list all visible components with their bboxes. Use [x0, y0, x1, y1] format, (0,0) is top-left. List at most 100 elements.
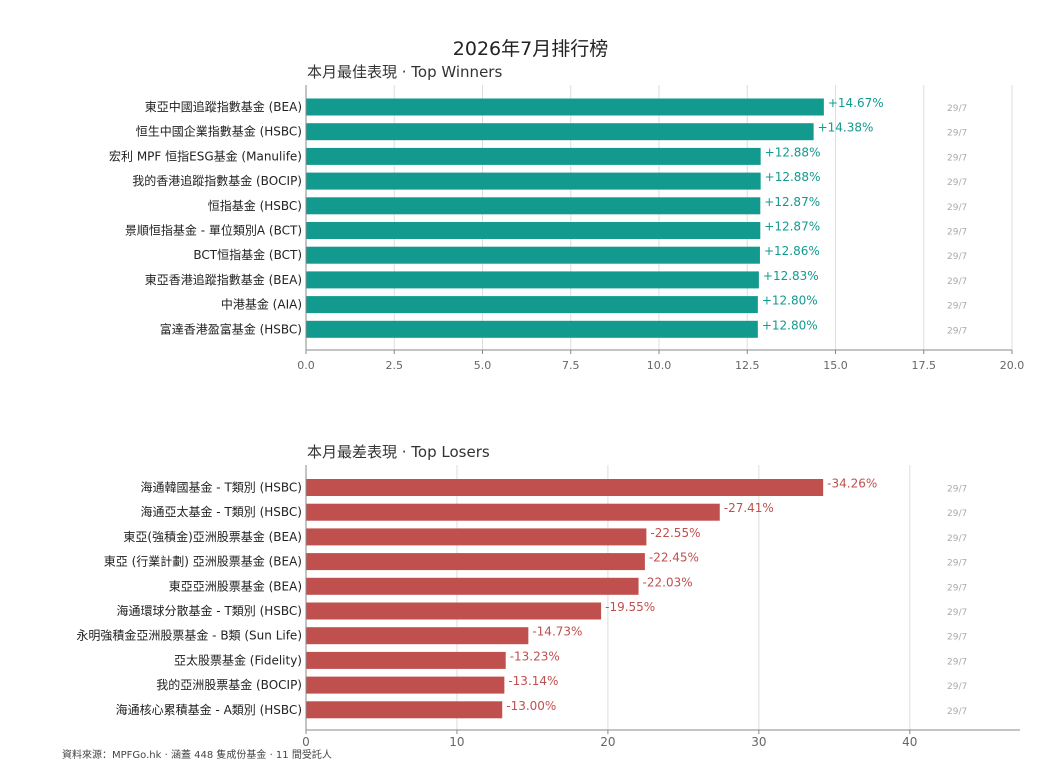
- winners-bar: [306, 123, 814, 141]
- losers-x-tick-label: 10: [449, 735, 464, 749]
- winners-x-tick-label: 20.0: [1000, 359, 1025, 372]
- winners-date-label: 29/7: [947, 129, 967, 139]
- winners-date-label: 29/7: [947, 104, 967, 114]
- winners-bar: [306, 98, 824, 116]
- losers-bar: [306, 701, 503, 719]
- winners-date-label: 29/7: [947, 203, 967, 213]
- winners-bar: [306, 197, 761, 215]
- losers-date-label: 29/7: [947, 583, 967, 593]
- winners-category-label: 宏利 MPF 恒指ESG基金 (Manulife): [109, 148, 302, 163]
- losers-category-label: 海通亞太基金 - T類別 (HSBC): [140, 504, 302, 519]
- losers-bar: [306, 528, 647, 546]
- losers-date-label: 29/7: [947, 657, 967, 667]
- page-title: 2026年7月排行榜: [452, 38, 609, 60]
- losers-value-label: -14.73%: [532, 625, 582, 639]
- losers-date-label: 29/7: [947, 682, 967, 692]
- losers-chart-subtitle: 本月最差表現 · Top Losers: [307, 443, 490, 461]
- losers-category-label: 亞太股票基金 (Fidelity): [174, 652, 302, 667]
- losers-bar: [306, 627, 529, 645]
- losers-value-label: -19.55%: [605, 600, 655, 614]
- winners-value-label: +12.88%: [765, 170, 821, 184]
- winners-bar: [306, 296, 758, 314]
- losers-value-label: -13.14%: [508, 674, 558, 688]
- winners-date-label: 29/7: [947, 178, 967, 188]
- losers-x-tick-label: 20: [600, 735, 615, 749]
- losers-category-label: 海通韓國基金 - T類別 (HSBC): [140, 480, 302, 495]
- losers-bar: [306, 651, 506, 669]
- losers-date-label: 29/7: [947, 485, 967, 495]
- winners-value-label: +12.86%: [764, 244, 820, 258]
- winners-x-tick-label: 7.5: [562, 359, 580, 372]
- losers-bar: [306, 503, 720, 521]
- winners-x-tick-label: 12.5: [735, 359, 760, 372]
- winners-value-label: +12.87%: [764, 195, 820, 209]
- winners-bar: [306, 271, 759, 289]
- losers-category-label: 海通環球分散基金 - T類別 (HSBC): [116, 603, 302, 618]
- losers-value-label: -13.23%: [510, 649, 560, 663]
- winners-category-label: 東亞香港追蹤指數基金 (BEA): [145, 272, 302, 287]
- winners-category-label: 恒生中國企業指數基金 (HSBC): [136, 124, 302, 139]
- losers-category-label: 海通核心累積基金 - A類別 (HSBC): [116, 702, 302, 717]
- winners-date-label: 29/7: [947, 153, 967, 163]
- winners-value-label: +12.87%: [764, 220, 820, 234]
- winners-category-label: 中港基金 (AIA): [221, 297, 302, 312]
- losers-x-tick-label: 30: [751, 735, 766, 749]
- winners-value-label: +12.80%: [762, 294, 818, 308]
- winners-category-label: 富達香港盈富基金 (HSBC): [160, 321, 302, 336]
- winners-category-label: 恒指基金 (HSBC): [208, 198, 302, 213]
- losers-bar: [306, 553, 645, 571]
- losers-x-tick-label: 40: [902, 735, 917, 749]
- losers-date-label: 29/7: [947, 534, 967, 544]
- losers-category-label: 永明強積金亞洲股票基金 - B類 (Sun Life): [76, 628, 302, 643]
- winners-date-label: 29/7: [947, 302, 967, 312]
- losers-category-label: 我的亞洲股票基金 (BOCIP): [156, 677, 302, 692]
- winners-x-tick-label: 10.0: [647, 359, 672, 372]
- losers-value-label: -34.26%: [827, 477, 877, 491]
- winners-bar: [306, 147, 761, 165]
- winners-date-label: 29/7: [947, 252, 967, 262]
- winners-bar: [306, 320, 758, 338]
- losers-value-label: -13.00%: [506, 699, 556, 713]
- losers-value-label: -27.41%: [724, 501, 774, 515]
- losers-date-label: 29/7: [947, 559, 967, 569]
- winners-x-tick-label: 5.0: [474, 359, 492, 372]
- winners-x-tick-label: 0.0: [297, 359, 315, 372]
- losers-date-label: 29/7: [947, 608, 967, 618]
- winners-bar: [306, 246, 760, 264]
- winners-category-label: 東亞中國追蹤指數基金 (BEA): [145, 99, 302, 114]
- losers-category-label: 東亞(強積金)亞洲股票基金 (BEA): [123, 529, 302, 544]
- losers-chart: 海通韓國基金 - T類別 (HSBC) -34.26% 29/7 海通亞太基金 - T…: [76, 465, 1020, 749]
- winners-category-label: 我的香港追蹤指數基金 (BOCIP): [132, 173, 302, 188]
- winners-x-tick-label: 17.5: [912, 359, 937, 372]
- winners-value-label: +14.67%: [828, 96, 884, 110]
- winners-value-label: +14.38%: [818, 121, 874, 135]
- losers-date-label: 29/7: [947, 633, 967, 643]
- winners-category-label: BCT恒指基金 (BCT): [193, 247, 302, 262]
- winners-bar: [306, 222, 761, 239]
- winners-value-label: +12.83%: [763, 269, 819, 283]
- losers-date-label: 29/7: [947, 707, 967, 717]
- losers-bar: [306, 676, 505, 694]
- losers-value-label: -22.45%: [649, 551, 699, 565]
- losers-date-label: 29/7: [947, 509, 967, 519]
- winners-date-label: 29/7: [947, 277, 967, 287]
- winners-date-label: 29/7: [947, 326, 967, 336]
- winners-chart: 東亞中國追蹤指數基金 (BEA) +14.67% 29/7 恒生中國企業指數基金 (H…: [109, 85, 1025, 372]
- losers-value-label: -22.55%: [650, 526, 700, 540]
- losers-category-label: 東亞亞洲股票基金 (BEA): [169, 578, 302, 593]
- losers-bar: [306, 602, 602, 620]
- winners-value-label: +12.80%: [762, 318, 818, 332]
- winners-value-label: +12.88%: [765, 145, 821, 159]
- winners-chart-subtitle: 本月最佳表現 · Top Winners: [307, 63, 503, 81]
- winners-x-tick-label: 15.0: [823, 359, 848, 372]
- losers-bar: [306, 479, 824, 496]
- losers-x-tick-label: 0: [302, 735, 310, 749]
- winners-date-label: 29/7: [947, 228, 967, 238]
- winners-category-label: 景順恒指基金 - 單位類別A (BCT): [125, 223, 302, 238]
- losers-value-label: -22.03%: [643, 575, 693, 589]
- losers-bar: [306, 577, 639, 595]
- winners-bar: [306, 172, 761, 190]
- winners-x-tick-label: 2.5: [386, 359, 404, 372]
- losers-category-label: 東亞 (行業計劃) 亞洲股票基金 (BEA): [104, 554, 302, 569]
- source-note: 資料來源：MPFGo.hk · 涵蓋 448 隻成份基金 · 11 間受託人: [62, 750, 332, 761]
